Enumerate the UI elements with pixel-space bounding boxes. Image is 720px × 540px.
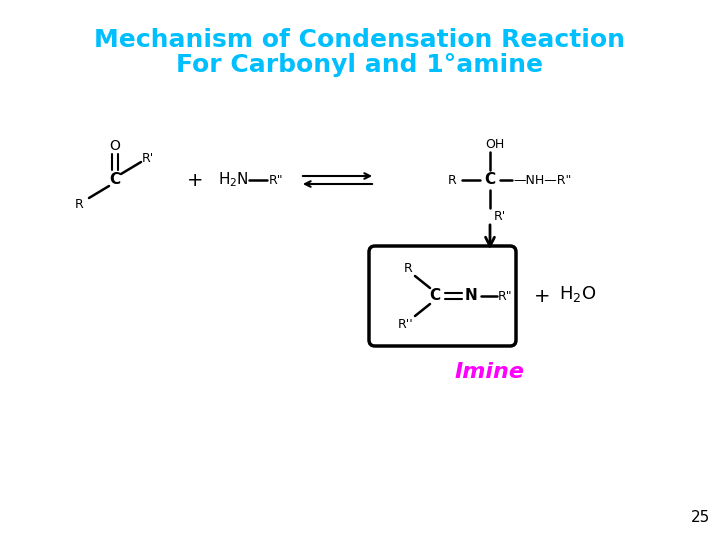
Text: R: R [404,262,413,275]
Text: Mechanism of Condensation Reaction: Mechanism of Condensation Reaction [94,28,626,52]
Text: R'': R'' [398,318,414,330]
Text: O: O [109,139,120,153]
Text: $\mathregular{H_2O}$: $\mathregular{H_2O}$ [559,284,597,304]
Text: +: + [534,287,550,306]
Text: —NH—R": —NH—R" [513,173,572,186]
Text: For Carbonyl and 1°amine: For Carbonyl and 1°amine [176,53,544,77]
FancyBboxPatch shape [369,246,516,346]
Text: +: + [186,171,203,190]
Text: R": R" [498,289,513,302]
Text: N: N [464,288,477,303]
Text: C: C [485,172,495,187]
Text: R: R [448,173,456,186]
Text: C: C [109,172,120,187]
Text: R: R [75,199,84,212]
Text: OH: OH [485,138,505,151]
Text: C: C [429,288,441,303]
Text: 25: 25 [690,510,710,525]
Text: R": R" [269,173,283,186]
Text: Imine: Imine [455,362,525,382]
Text: R': R' [142,152,154,165]
Text: R': R' [494,210,506,222]
Text: $\mathregular{H_2N}$: $\mathregular{H_2N}$ [217,171,248,190]
